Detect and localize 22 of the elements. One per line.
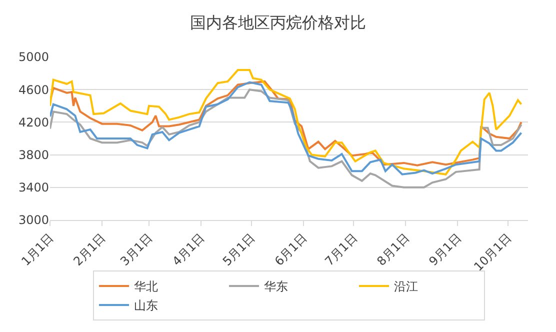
x-tick-label: 9月1日 xyxy=(426,230,464,269)
x-tick-label: 3月1日 xyxy=(118,230,156,269)
y-tick-label: 4600 xyxy=(18,82,49,97)
legend-label: 山东 xyxy=(134,298,158,313)
chart-title: 国内各地区丙烷价格对比 xyxy=(190,12,366,32)
x-tick-label: 8月1日 xyxy=(374,230,412,269)
x-tick-label: 6月1日 xyxy=(272,230,310,269)
legend-label: 沿江 xyxy=(394,280,418,294)
legend-label: 华北 xyxy=(134,280,158,294)
x-tick-label: 7月1日 xyxy=(322,230,360,269)
x-tick-label: 1月1日 xyxy=(18,230,56,269)
line-series xyxy=(50,88,522,188)
y-tick-label: 3800 xyxy=(18,148,49,162)
y-tick-label: 3400 xyxy=(18,180,49,195)
y-tick-label: 5000 xyxy=(18,50,49,64)
x-tick-label: 4月1日 xyxy=(170,230,208,269)
y-tick-label: 4200 xyxy=(18,115,49,130)
legend-label: 华东 xyxy=(264,280,288,294)
x-tick-label: 10月1日 xyxy=(471,230,514,274)
x-tick-label: 5月1日 xyxy=(220,230,258,269)
x-tick-label: 2月1日 xyxy=(70,230,108,269)
y-tick-label: 3000 xyxy=(18,213,49,228)
